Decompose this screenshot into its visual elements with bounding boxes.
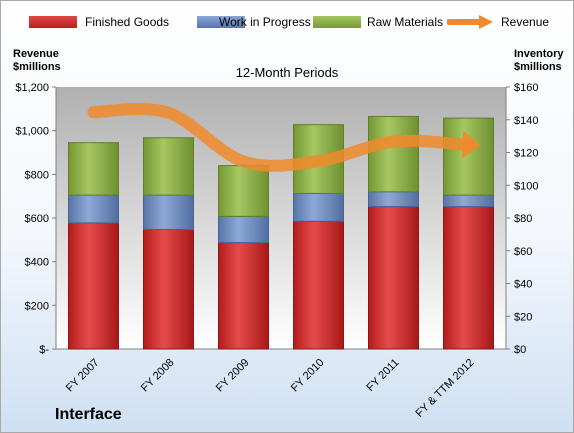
bar-work-in-progress-fy-2011 [368,191,419,208]
right-axis-tick-label: $20 [514,311,532,323]
legend-label-work-in-progress: Work in Progress [219,15,311,29]
bar-finished-goods-fy-2007 [68,222,119,350]
left-axis-tick-label: $1,000 [15,126,49,138]
bar-finished-goods-fy-2009 [218,242,269,350]
bar-work-in-progress-fy-2007 [68,194,119,224]
plot-area-background [56,87,506,349]
x-axis-label-fy-2008: FY 2008 [139,357,177,395]
x-axis-label-fy-2010: FY 2010 [289,357,327,395]
right-axis-tick-label: $60 [514,246,532,258]
right-axis-tick-label: $140 [514,115,538,127]
company-name: Interface [55,406,122,423]
bar-finished-goods-fy-ttm-2012 [443,206,494,350]
right-axis-title-line1: Inventory [514,48,564,60]
legend-label-raw-materials: Raw Materials [367,15,444,29]
bar-raw-materials-fy-2008 [143,137,194,196]
legend-swatch-finished-goods [29,16,77,28]
x-axis-label-fy-2009: FY 2009 [214,357,252,395]
legend-swatch-work-in-progress [197,16,245,28]
right-axis-tick-label: $120 [514,148,538,160]
legend-label-finished-goods: Finished Goods [85,15,170,29]
bar-raw-materials-fy-2011 [368,115,419,193]
x-axis-label-fy-ttm-2012: FY & TTM 2012 [414,357,477,420]
legend-swatch-revenue [447,15,493,29]
left-axis-tick-label: $400 [25,257,49,269]
right-axis-tick-label: $40 [514,279,532,291]
revenue-arrowhead [461,130,481,159]
left-axis-title: Revenue $millions [13,48,61,74]
bar-work-in-progress-fy-2010 [293,192,344,222]
right-axis-title: Inventory $millions [514,48,564,74]
x-axis-label-fy-2011: FY 2011 [364,357,401,394]
right-axis-title-line2: $millions [514,61,562,73]
right-axis-tick-label: $0 [514,344,526,356]
left-axis-title-line1: Revenue [13,48,59,60]
left-axis-title-line2: $millions [13,61,61,73]
legend-swatch-raw-materials [313,16,361,28]
left-axis-tick-label: $1,200 [15,82,49,94]
bar-raw-materials-fy-ttm-2012 [443,117,494,196]
right-axis-tick-label: $100 [514,180,538,192]
right-axis-tick-label: $160 [514,82,538,94]
bar-finished-goods-fy-2008 [143,228,194,350]
bar-work-in-progress-fy-ttm-2012 [443,194,494,208]
bar-work-in-progress-fy-2009 [218,215,269,244]
bar-finished-goods-fy-2010 [293,220,344,350]
right-axis-tick-label: $80 [514,213,532,225]
revenue-line [87,102,475,172]
left-axis-tick-label: $800 [25,169,49,181]
bar-raw-materials-fy-2007 [68,142,119,196]
bar-finished-goods-fy-2011 [368,206,419,350]
bar-work-in-progress-fy-2008 [143,194,194,230]
legend-label-revenue: Revenue [501,15,550,29]
x-axis-label-fy-2007: FY 2007 [64,357,102,395]
bar-raw-materials-fy-2009 [218,165,269,217]
chart-title: 12-Month Periods [235,65,339,80]
left-axis-tick-label: $200 [25,300,49,312]
left-axis-tick-label: $600 [25,213,49,225]
left-axis-tick-label: $- [39,344,49,356]
